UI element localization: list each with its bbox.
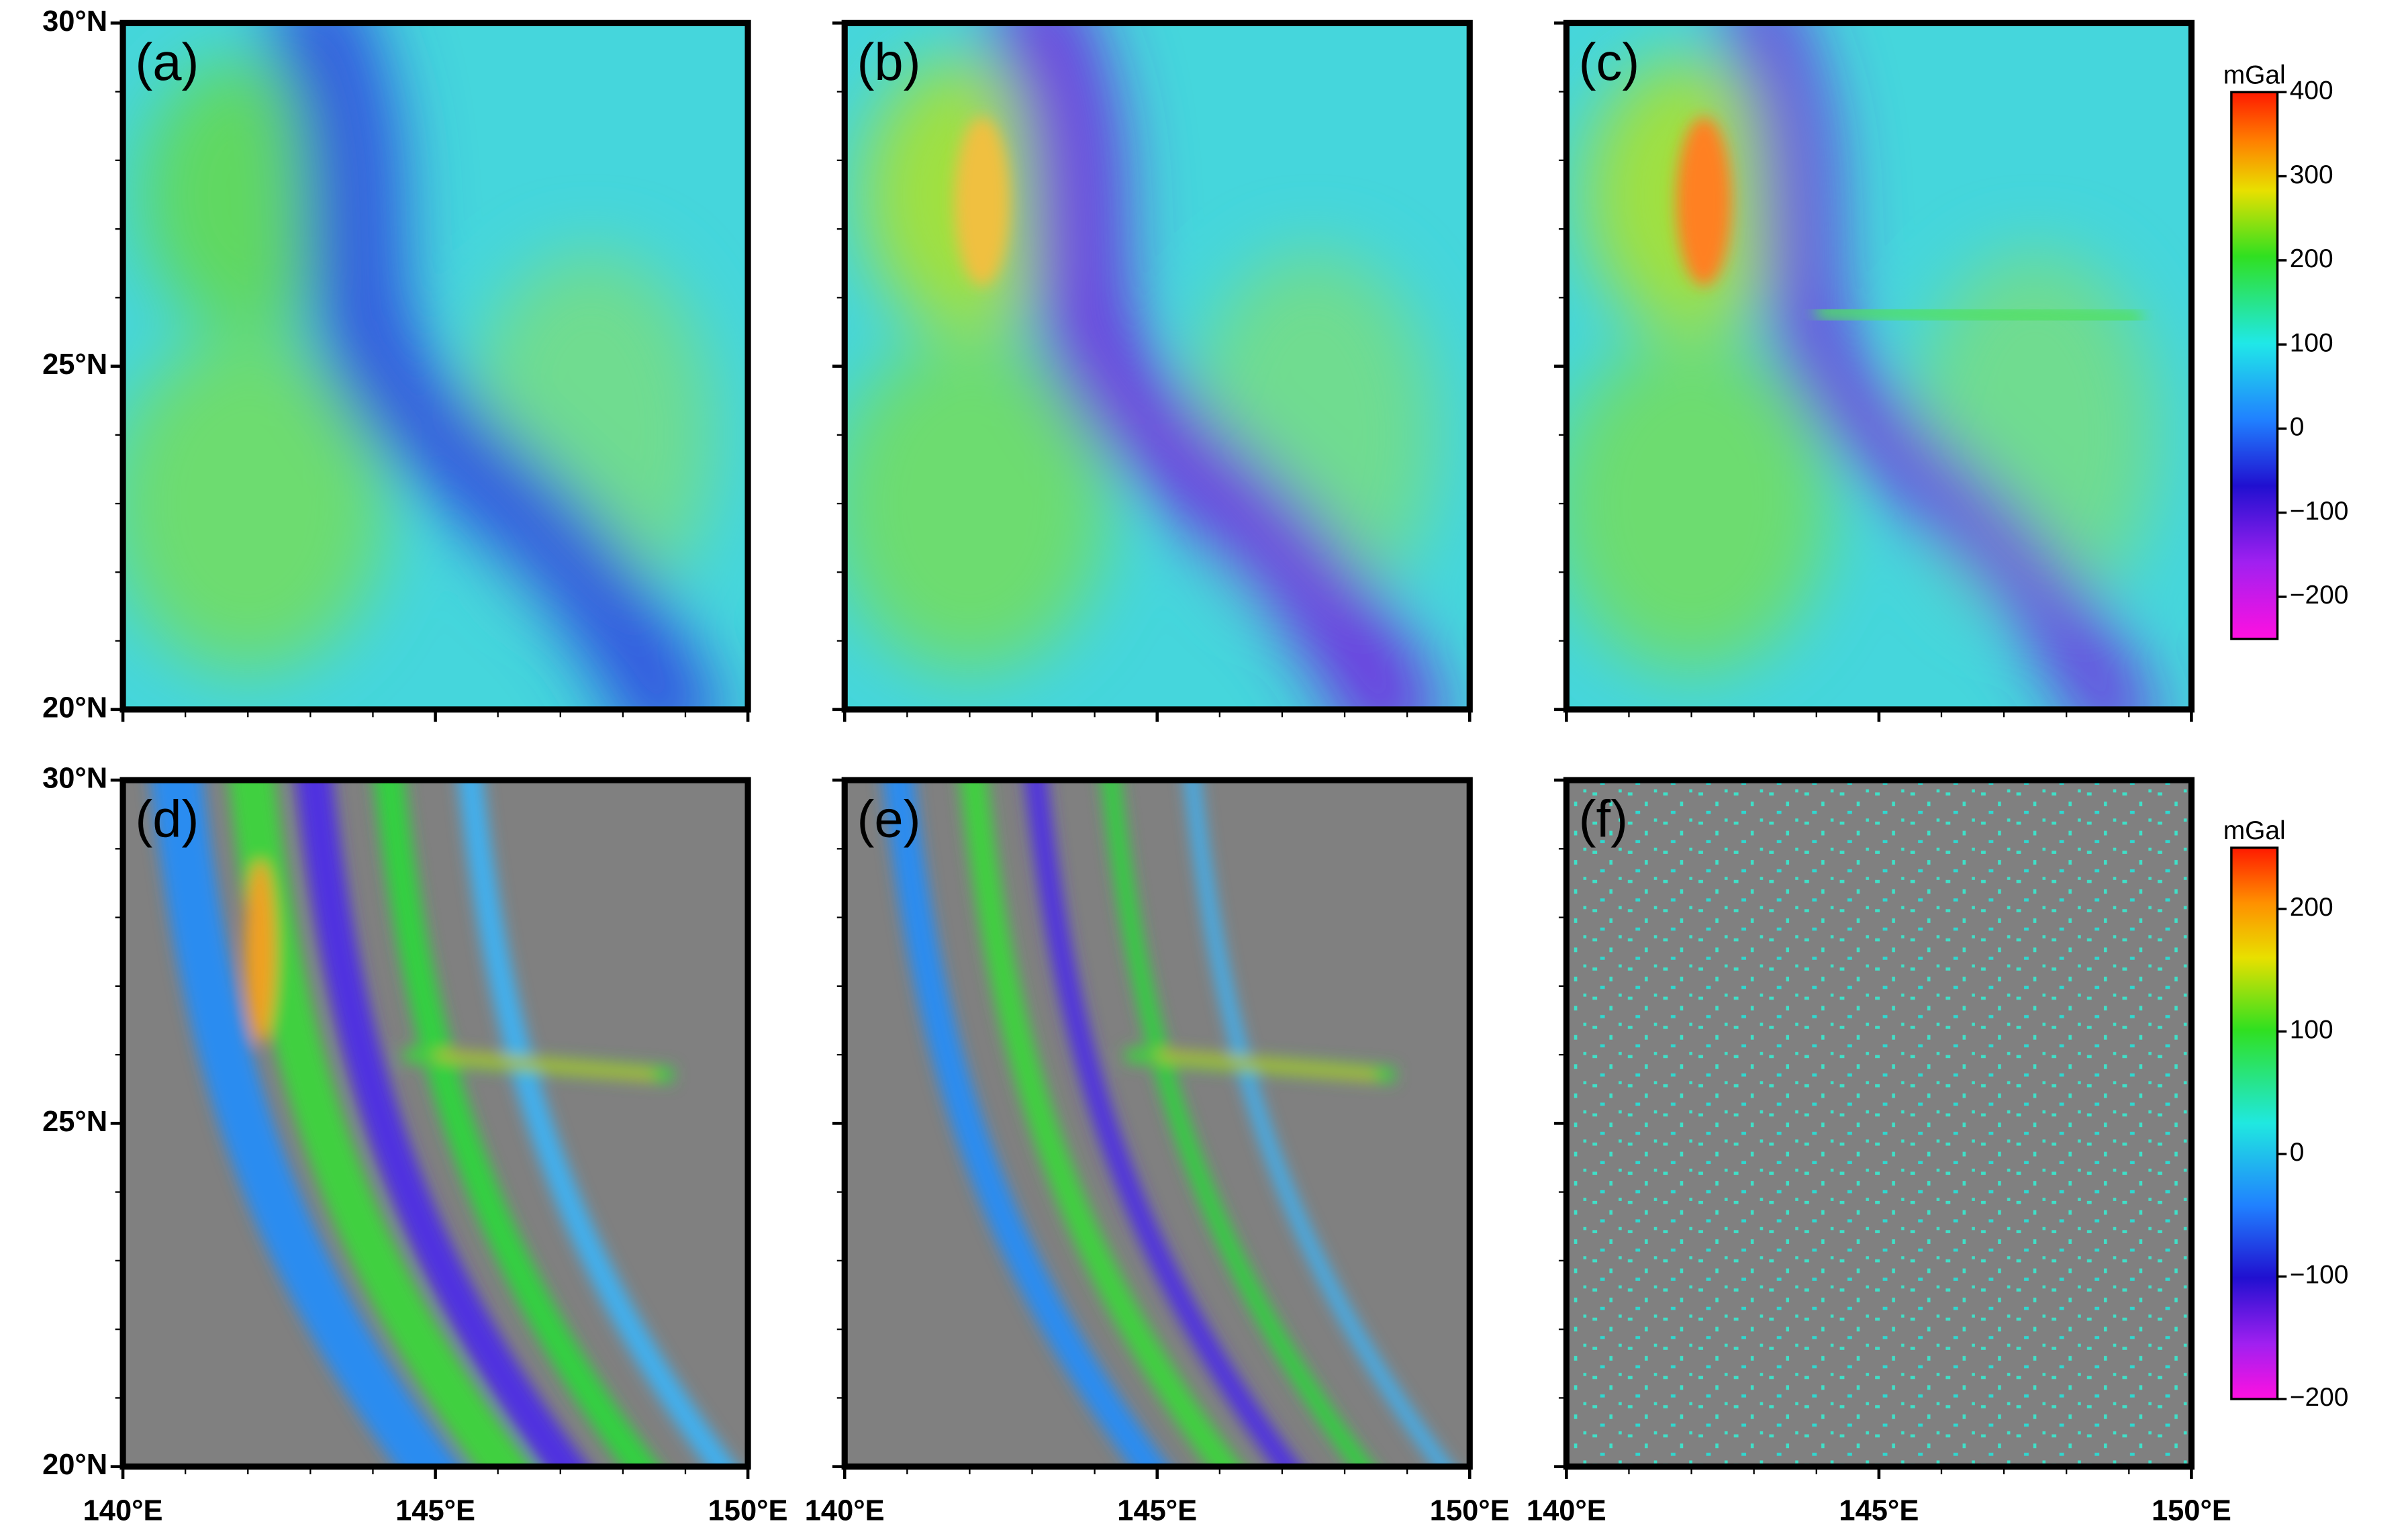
colorbar-tick-label: 0 [2290,413,2305,442]
y-tick-label: 30°N [42,5,107,38]
map-panel [845,780,1470,1467]
streak [882,780,1169,1467]
arc-high [954,117,1010,286]
anomaly-streaks [150,780,738,1467]
green-high [140,56,356,333]
colorbar-tick-label: −200 [2290,1383,2349,1412]
map-panel [845,23,1470,710]
y-tick-label: 20°N [42,1449,107,1481]
trench-low [264,23,720,710]
arc-high [245,859,276,1044]
streak [959,780,1243,1467]
y-tick-label: 25°N [42,348,107,381]
x-tick-label: 140°E [805,1495,885,1527]
colorbar-tick-label: −200 [2290,581,2349,610]
map-panel [1566,23,2192,710]
streak [1024,780,1302,1467]
trench-low [1721,23,2152,710]
panel-label: (b) [857,34,921,91]
colorbar-tick-label: 200 [2290,244,2333,273]
y-tick-label: 20°N [42,691,107,724]
colorbar-unit: mGal [2223,816,2286,845]
trench-low [986,23,1442,710]
panel-label: (e) [857,791,921,849]
colorbar [2230,847,2279,1400]
x-tick-label: 150°E [2152,1495,2231,1527]
x-tick-label: 140°E [83,1495,163,1527]
colorbar-tick-label: 300 [2290,160,2333,189]
colorbar-tick-label: 400 [2290,77,2333,105]
streak [458,780,738,1467]
anomaly-field [123,23,720,710]
map-panel [123,780,749,1467]
colorbar-tick-label: 100 [2290,328,2333,357]
panel-label: (d) [135,791,199,849]
ridge-core [435,1052,655,1078]
x-tick-label: 140°E [1527,1495,1606,1527]
colorbar [2230,91,2279,640]
colorbar-tick-label: −100 [2290,1261,2349,1290]
panel-label: (a) [135,34,199,91]
streak [1101,780,1374,1467]
green-low [845,334,1108,673]
x-tick-label: 150°E [1430,1495,1510,1527]
streak [373,780,660,1467]
x-tick-label: 145°E [1117,1495,1197,1527]
colorbar-tick-label: 0 [2290,1138,2305,1167]
x-tick-label: 145°E [395,1495,475,1527]
colorbar-tick-label: −100 [2290,497,2349,526]
colorbar-tick-label: 100 [2290,1016,2333,1045]
ridge [1816,303,2142,326]
streak [150,780,461,1467]
streak [1184,780,1453,1467]
anomaly-field [1566,23,2158,710]
residual-noise [1566,780,2192,1467]
panel-label: (f) [1579,791,1628,849]
colorbar-unit: mGal [2223,61,2286,90]
x-tick-label: 145°E [1839,1495,1919,1527]
green-low [123,334,387,673]
anomaly-field [845,23,1442,710]
ridge-core [1157,1052,1377,1078]
arc-high [1676,117,1732,286]
y-tick-label: 25°N [42,1106,107,1138]
panel-label: (c) [1579,34,1640,91]
map-panel [123,23,749,710]
anomaly-streaks [882,780,1453,1467]
streak [295,780,589,1467]
x-tick-label: 150°E [708,1495,788,1527]
green-low [1566,334,1830,673]
colorbar-tick-label: 200 [2290,893,2333,922]
map-panel [1566,780,2192,1467]
y-tick-label: 30°N [42,763,107,795]
